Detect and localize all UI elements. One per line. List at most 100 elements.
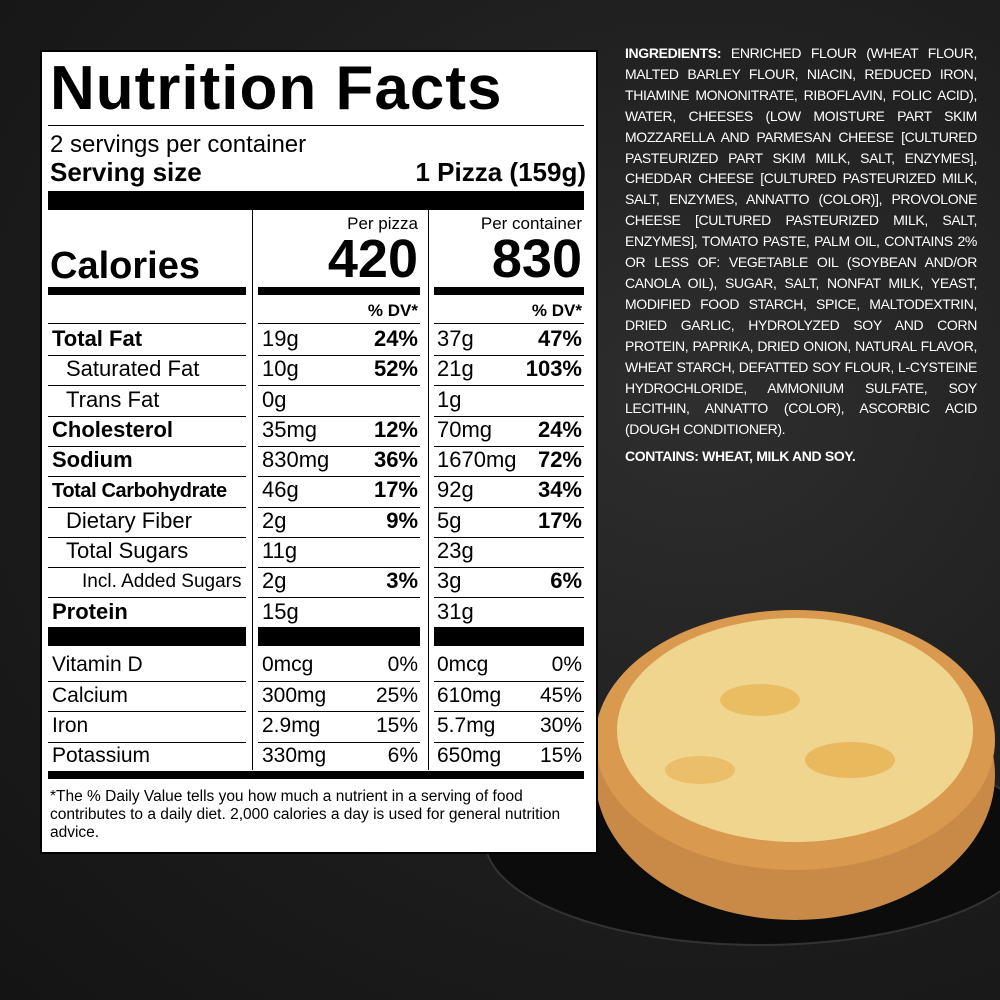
row-rule	[258, 476, 420, 478]
row-rule	[258, 415, 420, 417]
amount: 5.7mg	[437, 714, 496, 738]
row-rule	[48, 506, 246, 508]
cheese-spot	[720, 684, 800, 716]
daily-value: 25%	[375, 683, 418, 707]
daily-value: 24%	[537, 416, 582, 442]
row-rule	[434, 385, 584, 387]
ingredients-heading: INGREDIENTS:	[625, 45, 722, 61]
amount: 19g	[262, 325, 299, 351]
daily-value: 9%	[386, 507, 418, 533]
serving-size: 1 Pizza (159g)	[415, 156, 586, 187]
column-header: Per container	[480, 213, 582, 233]
row-rule	[258, 385, 420, 387]
calories: 420	[327, 229, 418, 290]
amount: 11g	[262, 538, 298, 563]
footnote: *The % Daily Value tells you how much a …	[50, 788, 561, 841]
nutrient-name: Protein	[52, 598, 128, 624]
contains-line: CONTAINS: WHEAT, MILK AND SOY.	[625, 446, 977, 467]
daily-value: 6%	[387, 744, 418, 768]
amount: 330mg	[262, 744, 327, 768]
row-rule	[258, 536, 420, 538]
daily-value: 52%	[373, 356, 418, 382]
calories-label: Calories	[50, 245, 200, 288]
amount: 830mg	[262, 447, 330, 473]
amount: 15g	[262, 598, 299, 624]
amount: 300mg	[262, 683, 327, 707]
row-rule	[48, 597, 246, 599]
dv-header: % DV*	[367, 300, 418, 320]
daily-value: 6%	[550, 568, 582, 594]
nutrient-name: Sodium	[52, 447, 133, 473]
amount: 2g	[262, 568, 287, 594]
calories: 830	[491, 229, 582, 290]
amount: 23g	[437, 538, 474, 563]
thick-bar	[48, 627, 246, 646]
column-divider	[252, 210, 253, 770]
row-rule	[434, 506, 584, 508]
row-rule	[48, 741, 246, 743]
daily-value: 24%	[373, 325, 418, 351]
daily-value: 34%	[537, 477, 582, 503]
nutrient-name: Cholesterol	[52, 416, 174, 442]
row-rule	[434, 597, 584, 599]
daily-value: 47%	[537, 325, 582, 351]
ingredients-text: ENRICHED FLOUR (WHEAT FLOUR, MALTED BARL…	[625, 45, 977, 438]
row-rule	[258, 355, 420, 356]
row-rule	[48, 445, 246, 447]
amount: 2g	[262, 507, 287, 533]
row-rule	[258, 567, 420, 569]
row-rule	[48, 355, 246, 356]
rule	[48, 125, 584, 126]
row-rule	[48, 567, 246, 569]
amount: 610mg	[437, 683, 502, 707]
vitamin-name: Vitamin D	[52, 653, 143, 677]
daily-value: 103%	[525, 356, 582, 382]
row-rule	[258, 741, 420, 743]
amount: 2.9mg	[262, 714, 321, 738]
row-rule	[434, 681, 584, 682]
row-rule	[48, 415, 246, 417]
row-rule	[434, 476, 584, 478]
dv-header: % DV*	[531, 300, 582, 320]
row-rule	[48, 476, 246, 478]
row-rule	[48, 681, 246, 682]
row-rule	[258, 323, 420, 324]
thick-bar	[258, 627, 420, 646]
row-rule	[258, 681, 420, 682]
daily-value: 30%	[539, 714, 582, 738]
contains-text: WHEAT, MILK AND SOY.	[702, 448, 856, 465]
amount: 1g	[437, 386, 462, 412]
nutrient-name: Incl. Added Sugars	[82, 570, 242, 592]
daily-value: 15%	[375, 714, 418, 738]
amount: 46g	[262, 477, 299, 503]
contains-heading: CONTAINS:	[625, 448, 699, 465]
amount: 650mg	[437, 744, 502, 768]
medium-bar	[434, 287, 584, 295]
amount: 5g	[437, 507, 462, 533]
amount: 21g	[437, 356, 474, 382]
row-rule	[48, 323, 246, 324]
row-rule	[48, 536, 246, 538]
row-rule	[258, 506, 420, 508]
row-rule	[434, 741, 584, 743]
row-rule	[434, 355, 584, 356]
daily-value: 45%	[539, 683, 582, 707]
row-rule	[434, 323, 584, 324]
servings: 2 servings per container	[50, 130, 307, 158]
nutrient-name: Total Carbohydrate	[52, 479, 227, 502]
nutrient-name: Trans Fat	[66, 386, 160, 412]
row-rule	[258, 711, 420, 713]
ingredients: INGREDIENTS: ENRICHED FLOUR (WHEAT FLOUR…	[625, 43, 977, 467]
amount: 10g	[262, 356, 299, 382]
thick-bar	[48, 191, 584, 210]
amount: 0mcg	[437, 653, 489, 677]
daily-value: 0%	[387, 653, 418, 677]
column-header: Per pizza	[347, 213, 418, 233]
medium-bar	[48, 771, 584, 779]
amount: 35mg	[262, 416, 318, 442]
daily-value: 72%	[537, 447, 582, 473]
amount: 37g	[437, 325, 474, 351]
cheese	[617, 618, 973, 842]
title: Nutrition Facts	[50, 53, 503, 123]
